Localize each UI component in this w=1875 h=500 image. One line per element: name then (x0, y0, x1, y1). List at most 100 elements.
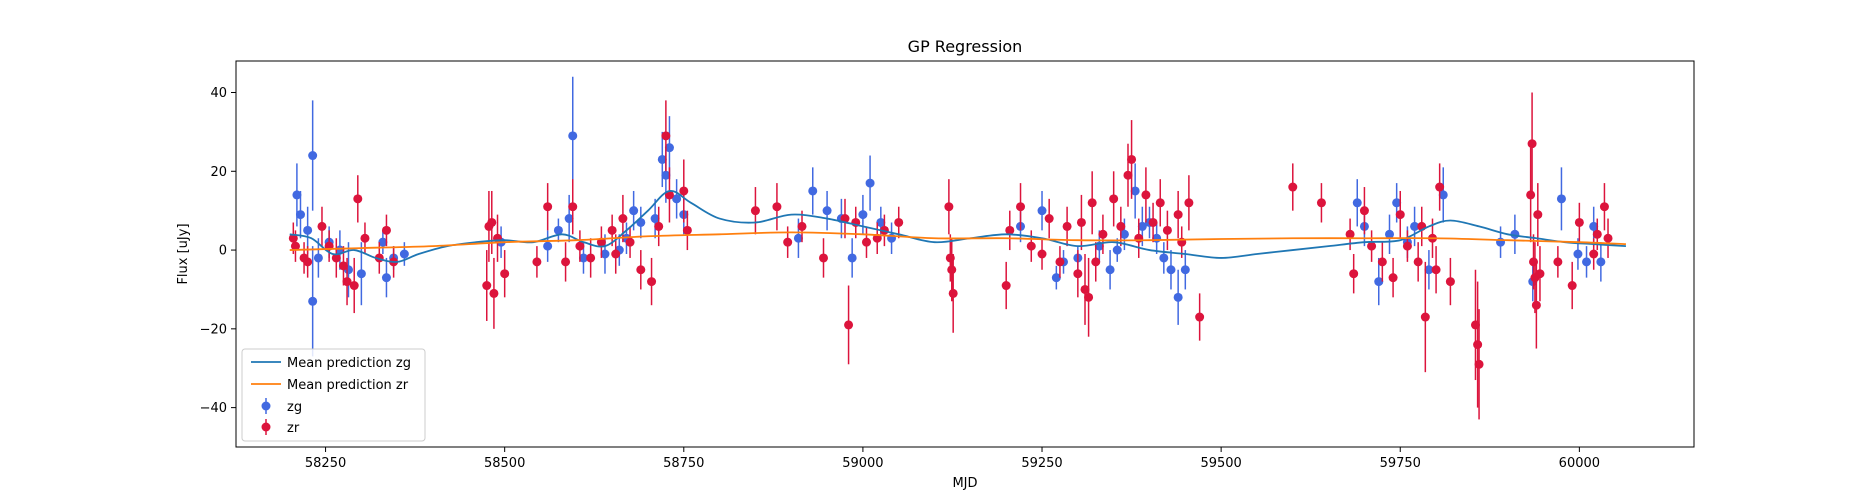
point-zg (808, 186, 818, 196)
point-zr (1026, 241, 1036, 251)
x-tick-label: 60000 (1559, 456, 1600, 471)
point-zg (356, 269, 366, 279)
point-zr (586, 253, 596, 263)
point-zr (1123, 170, 1133, 180)
point-zr (1037, 249, 1047, 259)
legend-box (241, 348, 426, 442)
point-zg (847, 253, 857, 263)
point-zg (1596, 257, 1606, 267)
legend-label-zg: zg (287, 400, 302, 415)
point-zr (353, 194, 363, 204)
point-zr (1445, 277, 1455, 287)
legend-label-mean-zr: Mean prediction zr (287, 378, 409, 393)
point-zg (1105, 265, 1115, 275)
point-zr (661, 131, 671, 141)
point-zr (647, 277, 657, 287)
point-zr (1195, 312, 1205, 322)
point-zr (944, 202, 954, 212)
point-zg (650, 214, 660, 224)
point-zg (564, 214, 574, 224)
point-zr (342, 277, 352, 287)
point-zr (1141, 190, 1151, 200)
y-axis-ticks: −40 −20 0 20 40 (200, 86, 236, 416)
point-zr (1162, 225, 1172, 235)
point-zr (1184, 198, 1194, 208)
point-zr (679, 186, 689, 196)
point-zg (657, 154, 667, 164)
point-zg (1392, 198, 1402, 208)
legend: Mean prediction zg Mean prediction zr zg… (241, 348, 426, 442)
point-zr (818, 253, 828, 263)
point-zr (1288, 182, 1298, 192)
plot-area (288, 76, 1626, 420)
point-zr (1127, 154, 1137, 164)
point-zr (948, 288, 958, 298)
point-zr (1087, 198, 1097, 208)
x-tick-label: 58250 (305, 456, 346, 471)
point-zr (489, 288, 499, 298)
point-zr (861, 237, 871, 247)
point-zg (600, 249, 610, 259)
point-zg (378, 237, 388, 247)
point-zr (682, 225, 692, 235)
point-zr (575, 241, 585, 251)
point-zr (1116, 221, 1126, 231)
point-zg (1582, 257, 1592, 267)
point-zr (331, 253, 341, 263)
y-axis-label: Flux [uJy] (176, 223, 191, 284)
point-zg (1410, 221, 1420, 231)
point-zg (858, 210, 868, 220)
point-zr (750, 206, 760, 216)
point-zg (876, 217, 886, 227)
point-zr (1603, 233, 1613, 243)
point-zr (532, 257, 542, 267)
point-zg (543, 241, 553, 251)
point-zr (1316, 198, 1326, 208)
point-zr (1076, 217, 1086, 227)
point-zg (553, 225, 563, 235)
point-zg (399, 249, 409, 259)
point-zg (1573, 249, 1583, 259)
legend-marker-zr (261, 422, 271, 432)
point-zg (1037, 206, 1047, 216)
point-zr (840, 214, 850, 224)
point-zr (596, 237, 606, 247)
x-tick-label: 58500 (484, 456, 525, 471)
point-zr (1134, 233, 1144, 243)
point-zg (313, 253, 323, 263)
point-zr (1173, 210, 1183, 220)
point-zr (561, 257, 571, 267)
point-zg (822, 206, 832, 216)
point-zr (1435, 182, 1445, 192)
point-zg (1173, 292, 1183, 302)
point-zg (1556, 194, 1566, 204)
point-zr (1044, 214, 1054, 224)
point-zr (1526, 190, 1536, 200)
point-zr (1388, 273, 1398, 283)
point-zr (1055, 257, 1065, 267)
point-zg (1589, 221, 1599, 231)
point-zg (793, 233, 803, 243)
point-zg (1051, 273, 1061, 283)
x-tick-label: 59000 (842, 456, 883, 471)
point-zr (290, 241, 300, 251)
legend-marker-zg (261, 401, 271, 411)
point-zr (360, 233, 370, 243)
point-zr (618, 214, 628, 224)
point-zg (661, 170, 671, 180)
point-zr (1574, 217, 1584, 227)
point-zr (543, 202, 553, 212)
point-zg (1112, 245, 1122, 255)
point-zr (1474, 359, 1484, 369)
point-zr (1080, 284, 1090, 294)
point-zr (349, 281, 359, 291)
line-mean-prediction-zr (289, 231, 1626, 251)
point-zr (636, 265, 646, 275)
point-zg (308, 296, 318, 306)
point-zr (1073, 269, 1083, 279)
point-zr (1413, 257, 1423, 267)
legend-label-zr: zr (287, 421, 300, 436)
point-zg (1424, 265, 1434, 275)
point-zg (1374, 277, 1384, 287)
